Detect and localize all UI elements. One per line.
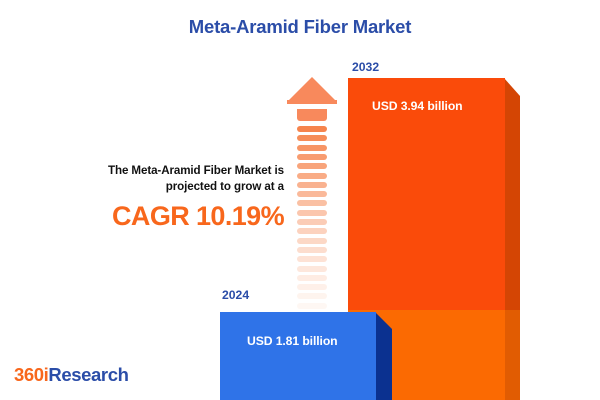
arrow-segment	[297, 302, 327, 309]
arrow-segment	[297, 237, 327, 244]
arrow-neck	[297, 109, 327, 121]
arrow-segment	[297, 191, 327, 198]
bar-2024-value-label: USD 1.81 billion	[247, 334, 338, 348]
arrow-segment	[297, 274, 327, 281]
growth-arrow-icon	[286, 76, 338, 318]
arrow-segment	[297, 265, 327, 272]
logo-text-secondary: Research	[48, 364, 129, 385]
arrow-segment	[297, 219, 327, 225]
logo-text-primary: 360i	[14, 364, 49, 385]
arrow-head-icon	[287, 77, 337, 104]
arrow-segment	[297, 144, 327, 151]
arrow-segment	[297, 135, 327, 142]
page-title: Meta-Aramid Fiber Market	[188, 16, 412, 37]
bar-2024-year-label: 2024	[222, 288, 250, 302]
arrow-segment	[297, 181, 327, 188]
arrow-segment	[297, 228, 327, 235]
bar-2024-front-face	[220, 312, 376, 400]
bar-2024-side-face	[375, 312, 392, 400]
arrow-segment	[297, 153, 327, 160]
arrow-segment	[297, 172, 327, 179]
bar-2032-value-label: USD 3.94 billion	[372, 99, 463, 113]
callout-lead-line-1: The Meta-Aramid Fiber Market is	[107, 164, 284, 177]
bar-2032-side-face-lower	[504, 310, 520, 400]
arrow-segment	[297, 126, 327, 132]
callout-lead-text: The Meta-Aramid Fiber Market is projecte…	[22, 163, 284, 196]
arrow-segment	[297, 163, 327, 170]
arrow-segment	[297, 209, 327, 216]
bar-2032-year-label: 2032	[352, 60, 380, 74]
arrow-segment	[297, 284, 327, 291]
arrow-segment	[297, 293, 327, 300]
bar-2024: USD 1.81 billion	[220, 312, 392, 400]
callout-block: The Meta-Aramid Fiber Market is projecte…	[22, 163, 285, 231]
brand-logo: 360iResearch	[14, 364, 129, 386]
cagr-value: CAGR 10.19%	[112, 200, 285, 231]
arrow-segment	[297, 200, 327, 207]
callout-lead-line-2: projected to grow at a	[165, 180, 284, 194]
arrow-segment	[297, 246, 327, 253]
arrow-segment	[297, 256, 327, 263]
